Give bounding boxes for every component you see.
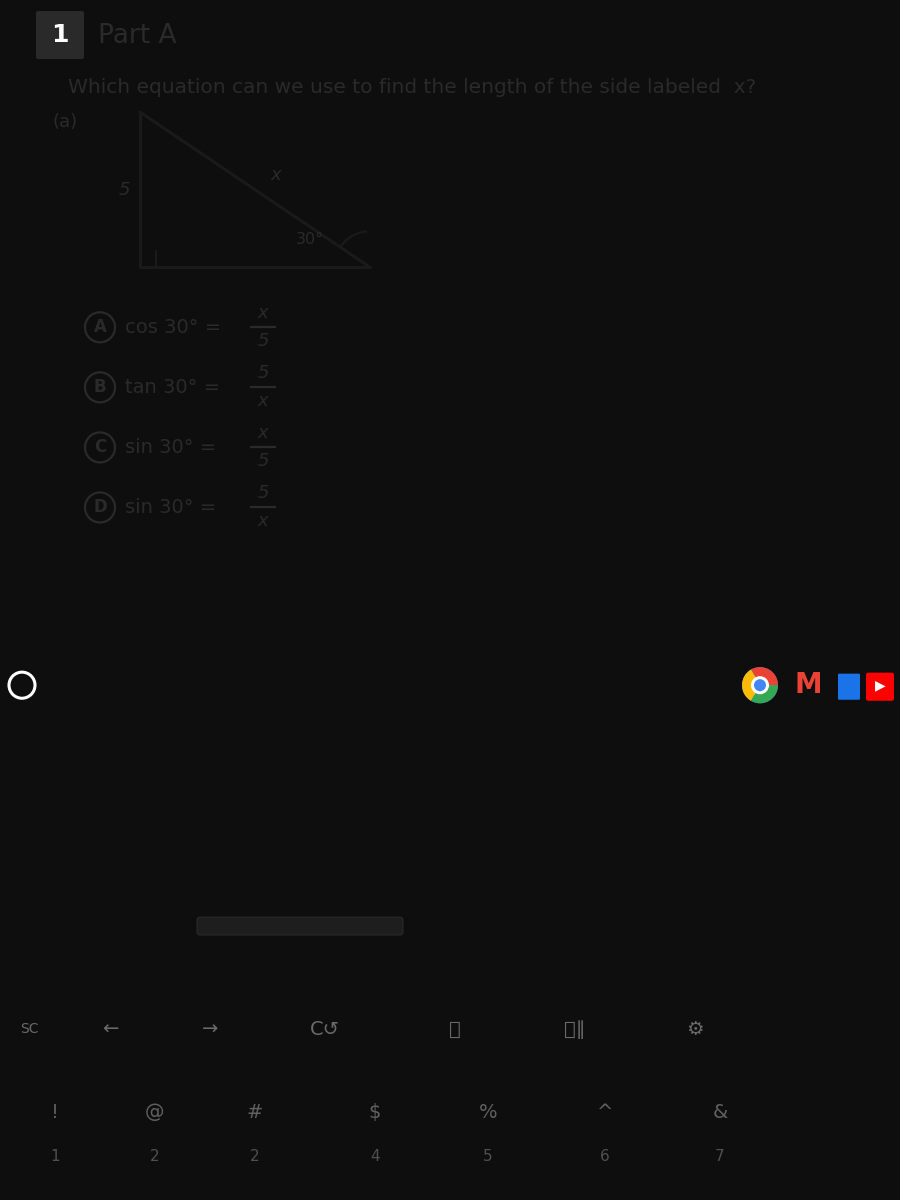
Text: 5: 5 xyxy=(257,332,269,350)
Text: &: & xyxy=(713,1103,727,1122)
Text: SC: SC xyxy=(20,1022,39,1037)
FancyBboxPatch shape xyxy=(866,673,894,701)
Text: ⚙: ⚙ xyxy=(686,1020,704,1039)
Text: D: D xyxy=(93,498,107,516)
Text: Which equation can we use to find the length of the side labeled  x?: Which equation can we use to find the le… xyxy=(68,78,756,96)
Text: B: B xyxy=(94,378,106,396)
Text: @: @ xyxy=(145,1103,165,1122)
Text: x: x xyxy=(270,166,281,184)
Text: #: # xyxy=(247,1103,263,1122)
Text: C: C xyxy=(94,438,106,456)
Text: Part A: Part A xyxy=(98,23,176,49)
Text: sin 30° =: sin 30° = xyxy=(125,498,222,517)
Text: $: $ xyxy=(369,1103,382,1122)
Wedge shape xyxy=(751,685,778,703)
Text: 5: 5 xyxy=(257,452,269,470)
Text: ←: ← xyxy=(102,1020,118,1039)
Wedge shape xyxy=(751,667,778,685)
Text: C↺: C↺ xyxy=(310,1020,340,1039)
Text: x: x xyxy=(257,512,268,530)
Text: 7: 7 xyxy=(716,1148,724,1164)
Text: 6: 6 xyxy=(600,1148,610,1164)
Text: (a): (a) xyxy=(52,113,77,131)
Text: 5: 5 xyxy=(257,365,269,383)
Text: ^: ^ xyxy=(597,1103,613,1122)
FancyBboxPatch shape xyxy=(36,11,84,59)
Text: 1: 1 xyxy=(51,23,68,47)
Text: ▶: ▶ xyxy=(875,678,886,692)
Text: 4: 4 xyxy=(370,1148,380,1164)
Text: →: → xyxy=(202,1020,218,1039)
Text: 30°: 30° xyxy=(296,232,324,247)
Text: 2: 2 xyxy=(250,1148,260,1164)
FancyBboxPatch shape xyxy=(197,917,403,935)
Text: 2: 2 xyxy=(150,1148,160,1164)
Text: cos 30° =: cos 30° = xyxy=(125,318,228,337)
Text: ⬜: ⬜ xyxy=(449,1020,461,1039)
Circle shape xyxy=(751,676,769,695)
Text: x: x xyxy=(257,392,268,410)
Text: ⬛∥: ⬛∥ xyxy=(564,1020,586,1039)
Text: 5: 5 xyxy=(118,181,130,199)
Text: 5: 5 xyxy=(483,1148,493,1164)
Text: x: x xyxy=(257,425,268,443)
Text: 1: 1 xyxy=(50,1148,59,1164)
Text: sin 30° =: sin 30° = xyxy=(125,438,222,457)
Circle shape xyxy=(754,679,766,691)
Wedge shape xyxy=(742,670,760,701)
Text: !: ! xyxy=(51,1103,59,1122)
Text: 5: 5 xyxy=(257,485,269,503)
Text: x: x xyxy=(257,305,268,323)
FancyBboxPatch shape xyxy=(838,673,860,700)
Text: %: % xyxy=(479,1103,498,1122)
Text: tan 30° =: tan 30° = xyxy=(125,378,227,397)
Circle shape xyxy=(749,674,771,696)
Text: A: A xyxy=(94,318,106,336)
Text: M: M xyxy=(794,671,822,700)
Circle shape xyxy=(742,667,778,703)
